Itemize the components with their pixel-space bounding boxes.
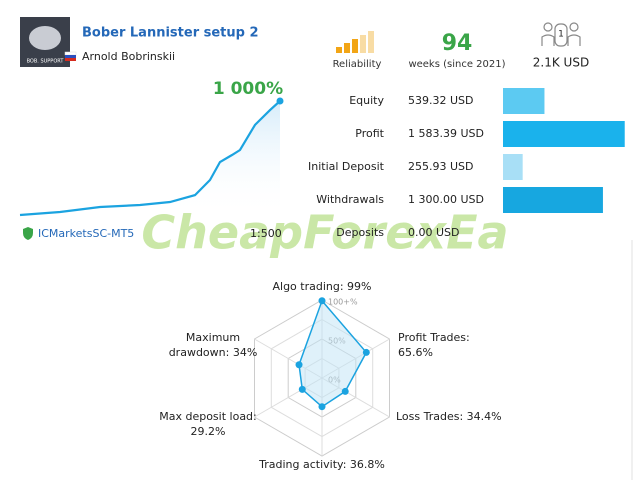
row-label: Profit — [355, 127, 384, 140]
radar-label: Profit Trades: — [398, 331, 470, 344]
radar-point — [298, 385, 306, 393]
row-value: 1 300.00 USD — [408, 193, 484, 206]
row-label: Withdrawals — [316, 193, 384, 206]
row-label: Initial Deposit — [308, 160, 385, 173]
radar-point — [362, 348, 370, 356]
radar-tick-label: 100+% — [328, 298, 358, 307]
row-bar — [503, 88, 545, 114]
row-bar — [503, 187, 603, 213]
radar-label: Algo trading: 99% — [272, 280, 371, 293]
radar-label: Loss Trades: 34.4% — [396, 410, 502, 423]
radar-label: 29.2% — [191, 425, 226, 438]
leverage: 1:500 — [250, 227, 282, 240]
flag — [64, 51, 77, 61]
row-bar — [503, 121, 625, 147]
row-bar — [503, 154, 523, 180]
row-value: 0.00 USD — [408, 226, 460, 239]
radar-point — [295, 361, 303, 369]
growth-area — [20, 101, 280, 216]
radar-label: Maximum — [186, 331, 240, 344]
radar-point — [318, 403, 326, 411]
growth-label: 1 000% — [213, 79, 283, 99]
radar-point — [341, 387, 349, 395]
weeks-label: weeks (since 2021) — [408, 59, 505, 70]
row-value: 1 583.39 USD — [408, 127, 484, 140]
growth-line — [19, 100, 281, 217]
radar-label: Trading activity: 36.8% — [258, 458, 385, 471]
growth-end — [276, 97, 284, 105]
avatar-art — [29, 26, 61, 50]
author[interactable]: Arnold Bobrinskii — [82, 50, 175, 63]
avatar-text: BOB. SUPPORT — [27, 59, 65, 65]
subscribers-icon — [541, 22, 581, 47]
verified-icon — [23, 227, 33, 240]
radar-label: 65.6% — [398, 346, 433, 359]
signal-title[interactable]: Bober Lannister setup 2 — [82, 26, 259, 41]
reliability-icon — [336, 31, 374, 53]
broker[interactable]: ICMarketsSC-MT5 — [38, 227, 134, 240]
row-value: 255.93 USD — [408, 160, 474, 173]
row-value: 539.32 USD — [408, 94, 474, 107]
radar-label: Max deposit load: — [159, 410, 257, 423]
radar-point — [318, 297, 326, 305]
weeks: 94 — [442, 31, 473, 56]
reliability-label: Reliability — [333, 59, 382, 70]
row-label: Equity — [349, 94, 384, 107]
funds: 2.1K USD — [533, 56, 589, 70]
subscribers: 1 — [558, 30, 564, 40]
radar-label: drawdown: 34% — [169, 346, 258, 359]
row-label: Deposits — [336, 226, 384, 239]
